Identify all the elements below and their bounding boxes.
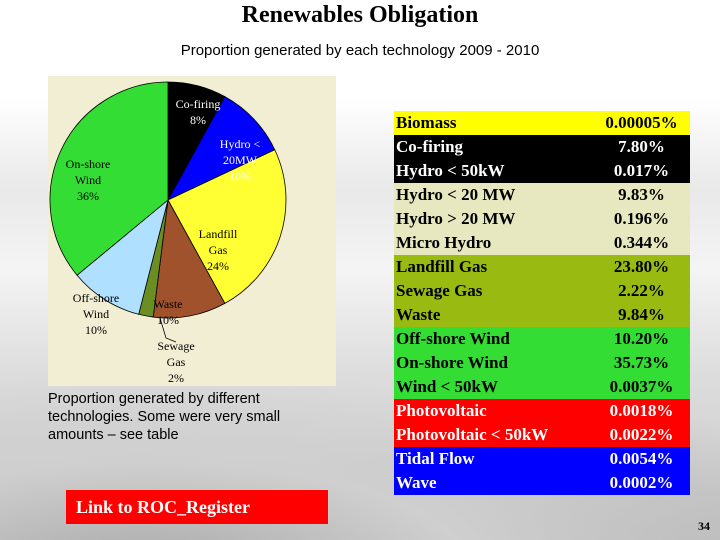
pie-slice-label: Sewage Gas 2% (157, 339, 195, 385)
pie-slice (76, 198, 169, 315)
roc-register-link[interactable]: Link to ROC_Register (66, 490, 328, 524)
technology-value: 23.80% (613, 257, 670, 276)
technology-name: Photovoltaic < 50kW (396, 425, 549, 444)
technology-name: Hydro > 20 MW (396, 209, 516, 228)
chart-subtitle: Proportion generated by each technology … (180, 42, 540, 59)
technology-value: 9.84% (618, 305, 665, 324)
technology-value: 9.83% (618, 185, 665, 204)
table-row: Waste 9.84% (394, 303, 690, 327)
technology-value: 0.00005% (605, 113, 678, 132)
technology-name: Off-shore Wind (396, 329, 510, 348)
table-row: Tidal Flow 0.0054% (394, 447, 690, 471)
technology-value: 0.017% (613, 161, 670, 180)
table-row: Photovoltaic 0.0018% (394, 399, 690, 423)
table-row: Sewage Gas 2.22% (394, 279, 690, 303)
technology-value: 0.0002% (609, 473, 674, 492)
pie-chart-panel: Co-firing 8% Hydro < 20MW 10% Landfill Gas… (48, 76, 336, 386)
pie-slice-label: Co-firing 8% (175, 97, 221, 127)
technology-value: 0.0022% (609, 425, 674, 444)
technology-name: Wind < 50kW (396, 377, 498, 396)
technology-name: On-shore Wind (396, 353, 508, 372)
table-row: On-shore Wind 35.73% (394, 351, 690, 375)
chart-caption: Proportion generated by different techno… (48, 391, 281, 443)
table-row: Biomass 0.00005% (394, 111, 690, 135)
pie-slice-label: Hydro < 20MW 10% (219, 137, 261, 183)
table-row: Off-shore Wind 10.20% (394, 327, 690, 351)
technology-value: 0.0018% (609, 401, 674, 420)
technology-name: Co-firing (396, 137, 464, 156)
leader-line (159, 317, 177, 343)
technology-name: Tidal Flow (396, 449, 475, 468)
technology-name: Waste (396, 305, 441, 324)
pie-slice-label: Off-shore Wind 10% (72, 291, 120, 337)
technology-name: Sewage Gas (396, 281, 483, 300)
technology-value: 0.344% (613, 233, 670, 252)
technology-value: 10.20% (613, 329, 670, 348)
technology-name: Landfill Gas (396, 257, 488, 276)
table-row: Wave 0.0002% (394, 471, 690, 495)
technology-value: 35.73% (613, 353, 670, 372)
pie-slice (167, 149, 287, 304)
table-row: Micro Hydro 0.344% (394, 231, 690, 255)
pie-slice (152, 198, 226, 319)
technology-name: Hydro < 20 MW (396, 185, 516, 204)
technology-value: 0.0054% (609, 449, 674, 468)
technology-value: 7.80% (618, 137, 665, 156)
table-row: Photovoltaic < 50kW 0.0022% (394, 423, 690, 447)
pie-slice-label: On-shore Wind 36% (65, 157, 111, 203)
pie-chart (49, 81, 287, 343)
pie-slice-label: Landfill Gas 24% (198, 227, 238, 273)
technology-table: Biomass 0.00005% Co-firing 7.80% Hydro < 50k… (394, 111, 690, 495)
table-row: Hydro > 20 MW 0.196% (394, 207, 690, 231)
technology-name: Wave (396, 473, 437, 492)
table-row: Hydro < 50kW 0.017% (394, 159, 690, 183)
page-number: 34 (698, 519, 710, 533)
table-row: Landfill Gas 23.80% (394, 255, 690, 279)
table-row: Co-firing 7.80% (394, 135, 690, 159)
pie-slice-label: Waste 10% (153, 297, 183, 327)
page-title: Renewables Obligation (241, 2, 479, 28)
technology-value: 2.22% (618, 281, 665, 300)
pie-slice (49, 81, 169, 276)
pie-slice (167, 96, 276, 201)
table-row: Hydro < 20 MW 9.83% (394, 183, 690, 207)
table-row: Wind < 50kW 0.0037% (394, 375, 690, 399)
technology-value: 0.196% (613, 209, 670, 228)
technology-name: Photovoltaic (396, 401, 487, 420)
technology-value: 0.0037% (609, 377, 674, 396)
technology-name: Hydro < 50kW (396, 161, 505, 180)
technology-name: Micro Hydro (396, 233, 492, 252)
technology-name: Biomass (396, 113, 457, 132)
